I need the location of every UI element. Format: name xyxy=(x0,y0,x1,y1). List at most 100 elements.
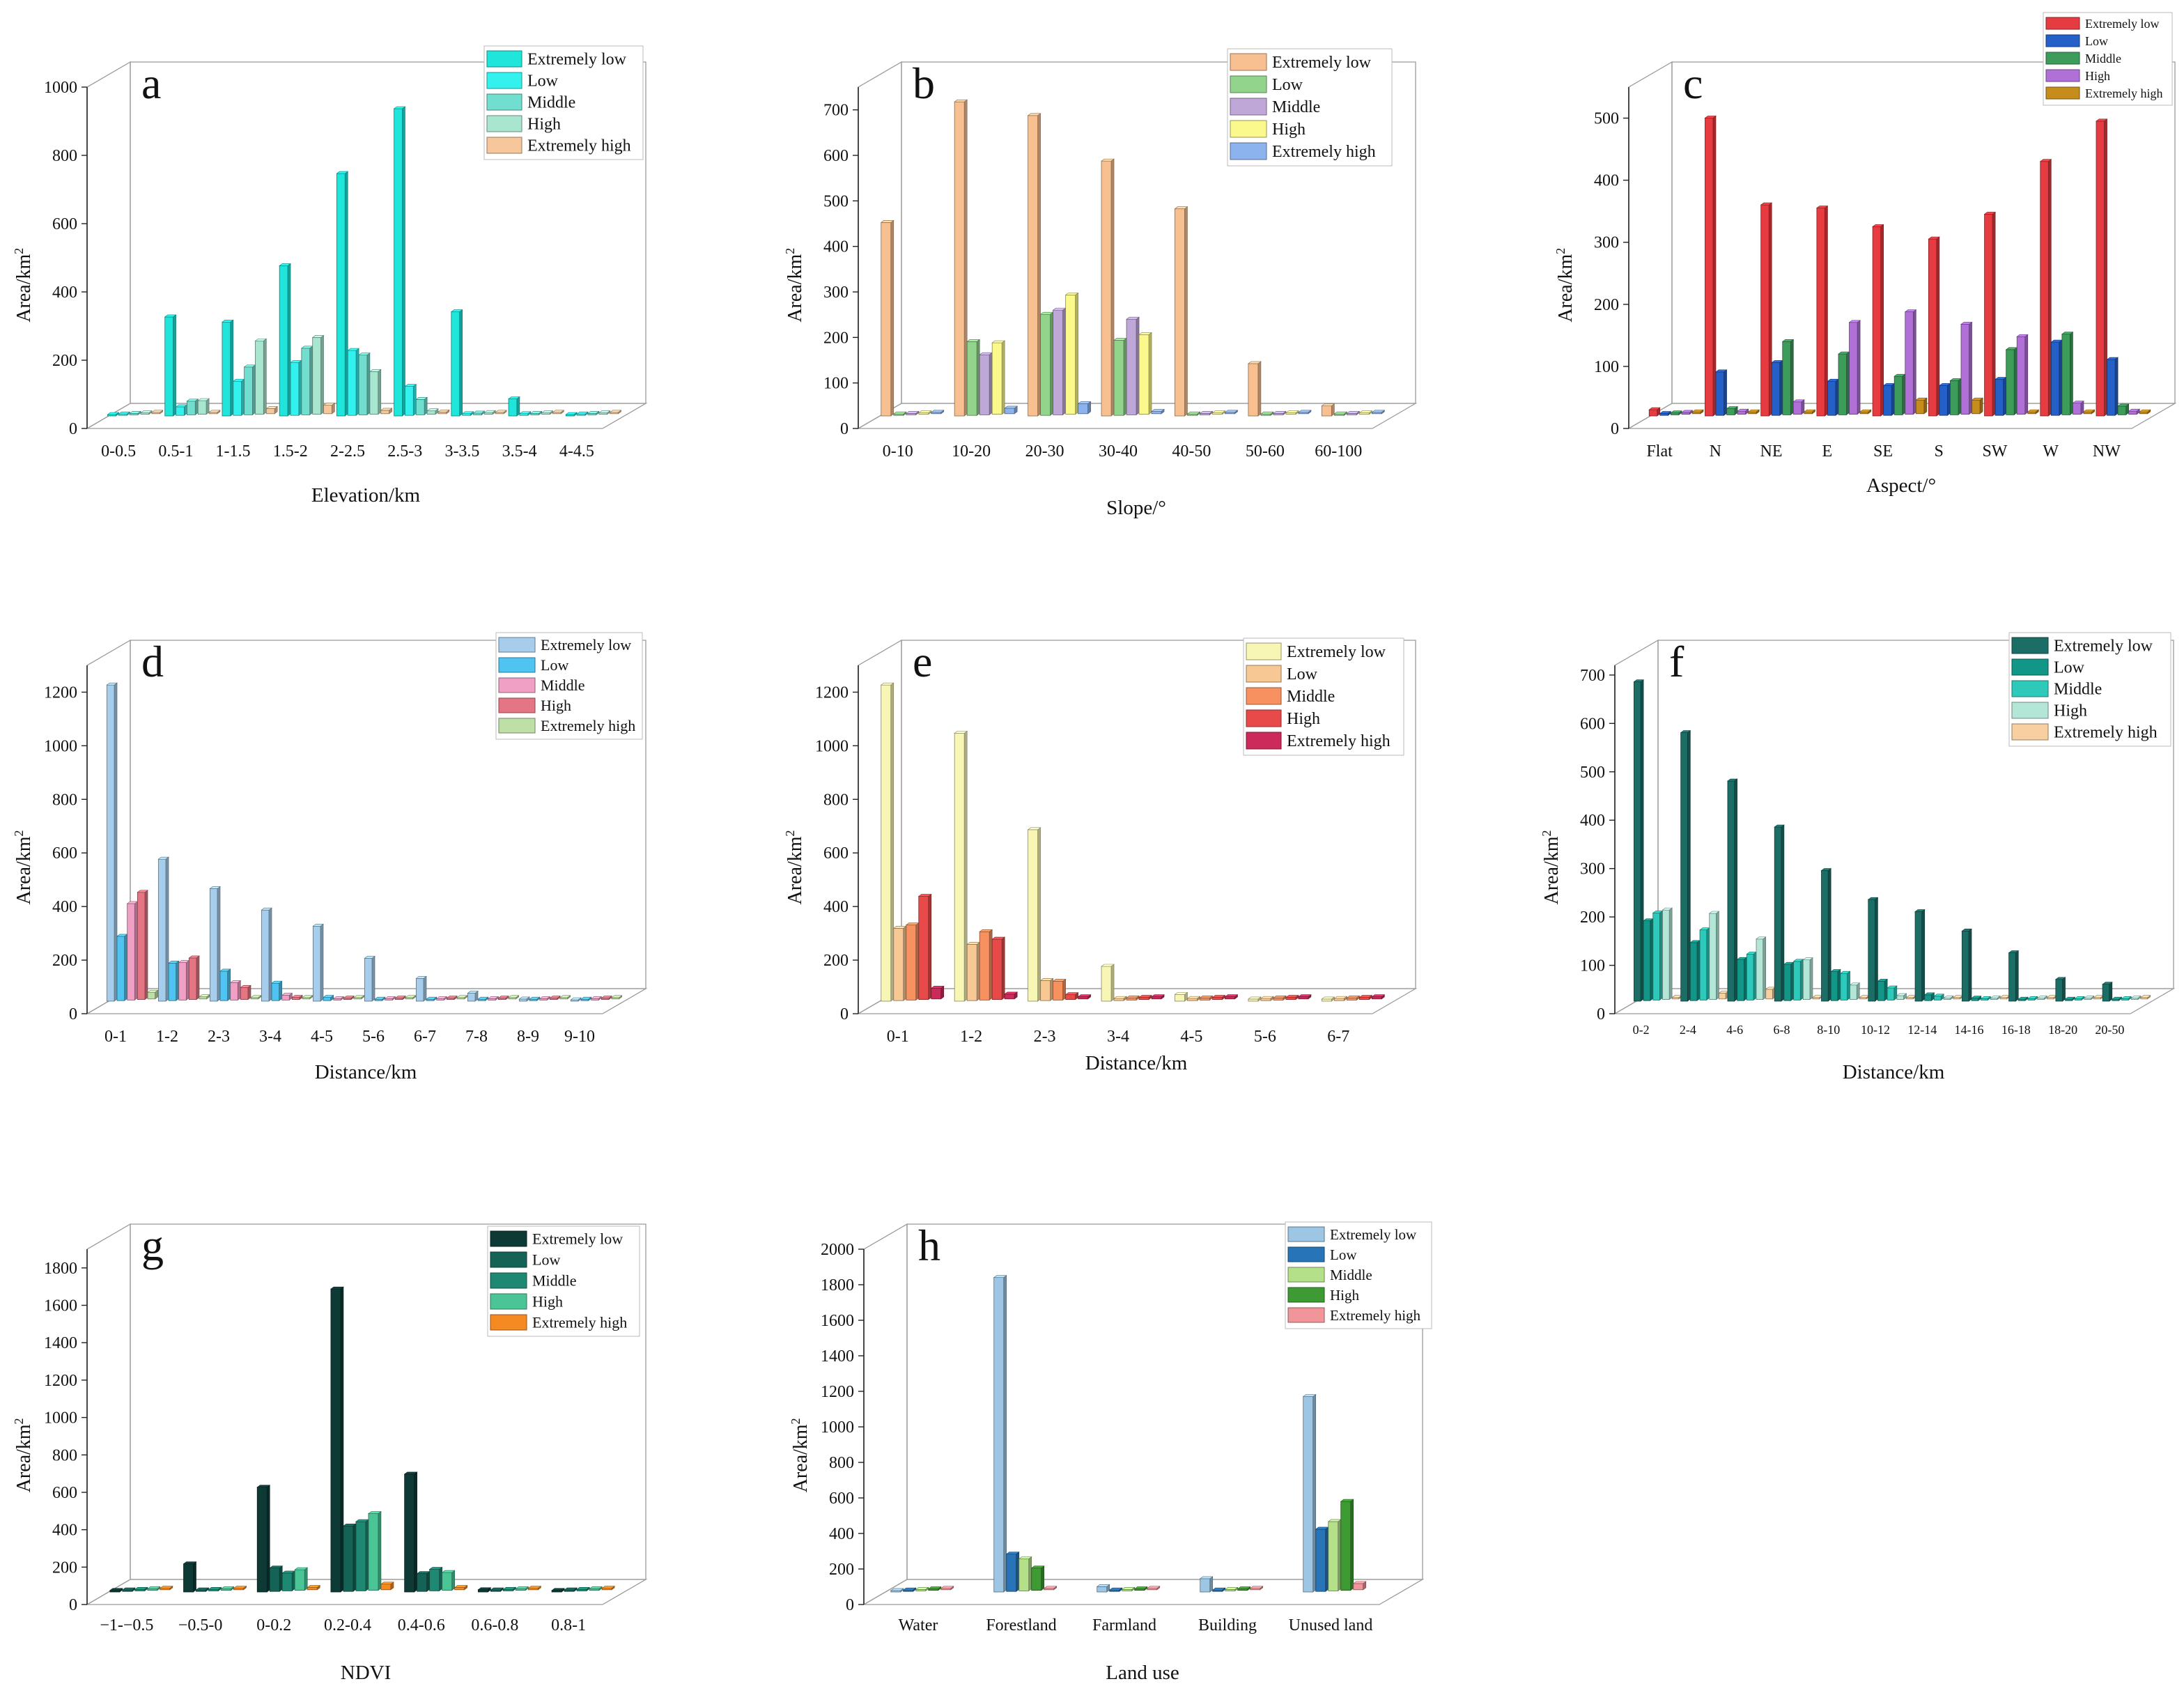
bar-f-5-1 xyxy=(1877,978,1889,1001)
x-tick-label: 2-3 xyxy=(208,1028,230,1046)
y-tick-label: 300 xyxy=(1580,860,1605,879)
bar-c-7-0 xyxy=(2039,159,2052,417)
bar-b-5-0 xyxy=(1248,361,1262,417)
y-axis-label-text: Area/km xyxy=(13,1424,35,1492)
bar-c-0-1 xyxy=(1659,410,1672,416)
bar-e-0-2 xyxy=(905,922,920,1001)
bar-e-2-4 xyxy=(1077,994,1092,1000)
bar-c-4-0 xyxy=(1872,224,1884,417)
bar-a-1-1 xyxy=(175,404,188,416)
legend-swatch xyxy=(498,657,536,673)
y-tick-label: 200 xyxy=(52,352,77,370)
bar-f-10-4 xyxy=(2139,995,2151,1000)
bar-f-6-2 xyxy=(1933,994,1945,1001)
bar-f-3-3 xyxy=(1802,957,1813,1000)
bar-d-8-3 xyxy=(549,995,561,1000)
bar-g-6-4 xyxy=(601,1586,615,1591)
legend: Extremely low Low Middle High Extremely high xyxy=(2043,12,2173,106)
legend-label: Extremely high xyxy=(1287,732,1391,750)
x-tick-label: 0-2 xyxy=(1633,1023,1650,1037)
bar-a-5-3 xyxy=(426,408,439,415)
bar-g-1-4 xyxy=(233,1586,247,1591)
bar-b-6-4 xyxy=(1371,410,1386,415)
bar-d-7-0 xyxy=(467,990,479,1002)
bar-c-5-2 xyxy=(1949,378,1962,416)
legend-label: Extremely high xyxy=(527,137,631,155)
legend-swatch xyxy=(486,50,522,68)
legend-label: Low xyxy=(527,72,559,90)
x-tick-label: 40-50 xyxy=(1172,442,1211,461)
bar-f-8-3 xyxy=(2036,995,2048,1000)
bar-h-4-2 xyxy=(1327,1519,1342,1591)
x-tick-label: 0-1 xyxy=(104,1028,127,1046)
legend-swatch xyxy=(2045,52,2080,65)
bar-g-0-2 xyxy=(134,1586,148,1591)
bar-a-2-2 xyxy=(243,364,256,416)
x-tick-label: 50-60 xyxy=(1246,442,1285,461)
bar-h-3-1 xyxy=(1211,1587,1226,1592)
legend-label: Middle xyxy=(532,1272,577,1290)
bar-d-6-0 xyxy=(415,975,427,1002)
bar-f-0-2 xyxy=(1652,910,1664,1001)
y-tick-label: 800 xyxy=(823,791,849,809)
legend-swatch xyxy=(498,697,536,713)
y-axis-label: Area/km2 xyxy=(12,830,35,905)
y-axis-label-sup: 2 xyxy=(12,1418,26,1424)
bar-f-3-0 xyxy=(1774,824,1785,1002)
x-tick-label: 20-50 xyxy=(2095,1023,2124,1037)
bar-d-6-2 xyxy=(435,996,448,1001)
bar-b-0-2 xyxy=(905,410,920,416)
bar-e-4-3 xyxy=(1211,994,1226,1000)
bar-a-6-4 xyxy=(495,410,507,415)
y-axis-label-sup: 2 xyxy=(789,1418,803,1424)
legend: Extremely low Low Middle High Extremely high xyxy=(1227,48,1393,167)
bar-f-6-1 xyxy=(1923,992,1935,1001)
bar-f-7-1 xyxy=(1971,996,1982,1001)
x-tick-label: 5-6 xyxy=(1254,1028,1276,1046)
panel-f: 0 100 200 300 400 500 600 700 Area/km2 Distance/k… xyxy=(1540,632,2176,1083)
panel-c: 0 100 200 300 400 500 Area/km2 Aspect/° c Flat N NE… xyxy=(1554,12,2177,497)
bar-g-1-0 xyxy=(183,1561,197,1593)
bar-e-5-4 xyxy=(1298,994,1312,1000)
y-tick-label: 300 xyxy=(1594,234,1619,252)
y-tick-label: 600 xyxy=(52,1484,77,1502)
bar-d-8-2 xyxy=(539,996,551,1001)
bar-d-0-2 xyxy=(126,901,139,1001)
bar-e-2-0 xyxy=(1027,827,1041,1002)
panel-letter: e xyxy=(913,637,932,686)
bar-a-1-0 xyxy=(164,314,177,417)
bar-e-0-0 xyxy=(880,682,894,1002)
bar-f-6-3 xyxy=(1943,995,1954,1000)
bar-f-4-1 xyxy=(1830,968,1841,1001)
bar-f-4-3 xyxy=(1849,982,1861,1000)
x-tick-label: 60-100 xyxy=(1315,442,1362,461)
bar-h-2-2 xyxy=(1121,1586,1136,1591)
bar-b-3-0 xyxy=(1101,158,1115,417)
legend-label: Extremely low xyxy=(532,1230,623,1248)
bar-e-2-3 xyxy=(1064,992,1079,1000)
bar-b-2-1 xyxy=(1039,311,1054,416)
bar-c-4-4 xyxy=(1915,397,1928,415)
panel-d: 0 200 400 600 800 1000 1200 Area/km2 Distance/km… xyxy=(12,632,648,1083)
bar-a-3-0 xyxy=(279,263,291,417)
bar-a-3-2 xyxy=(300,346,313,416)
legend-swatch xyxy=(1230,142,1267,160)
x-axis-label: NDVI xyxy=(341,1662,392,1684)
bar-f-1-1 xyxy=(1689,940,1701,1001)
bar-c-2-1 xyxy=(1771,360,1783,416)
x-tick-label: 9-10 xyxy=(564,1028,595,1046)
legend-label: Middle xyxy=(1330,1267,1372,1283)
bar-c-3-1 xyxy=(1827,378,1839,416)
legend-label: Extremely low xyxy=(527,50,627,68)
bar-f-0-1 xyxy=(1643,918,1654,1001)
x-tick-label: 2-4 xyxy=(1680,1023,1696,1037)
bar-a-1-3 xyxy=(197,398,210,415)
x-tick-label: Forestland xyxy=(986,1616,1056,1634)
legend-label: Extremely high xyxy=(2054,723,2158,741)
bar-a-3-4 xyxy=(323,402,336,415)
x-tick-label: 16-18 xyxy=(2001,1023,2031,1037)
bar-d-8-4 xyxy=(559,995,571,1000)
bar-d-1-1 xyxy=(168,960,180,1001)
legend-swatch xyxy=(498,637,536,653)
y-tick-label: 200 xyxy=(1580,909,1605,927)
